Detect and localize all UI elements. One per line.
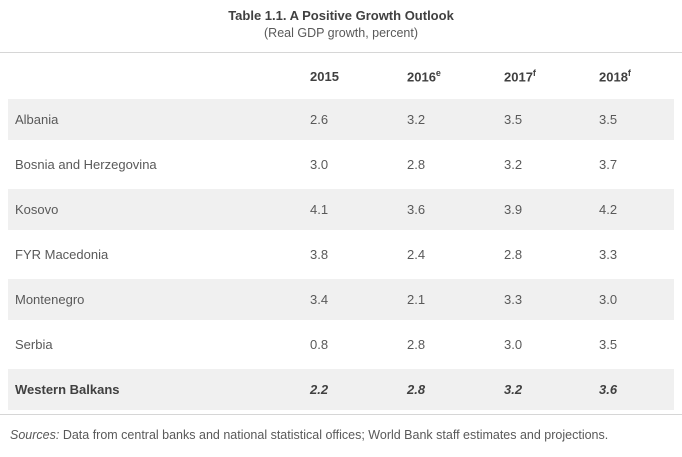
column-header-2016: 2016e — [407, 57, 504, 95]
table-row: Serbia 0.8 2.8 3.0 3.5 — [8, 324, 674, 365]
value-cell: 3.0 — [599, 292, 618, 307]
top-rule — [0, 52, 682, 53]
value-cell: 2.4 — [407, 247, 426, 262]
value-cell: 3.2 — [504, 382, 523, 397]
value-cell: 2.8 — [504, 247, 523, 262]
column-header-2018: 2018f — [599, 57, 674, 95]
value-cell: 3.5 — [504, 112, 523, 127]
table-row: Albania 2.6 3.2 3.5 3.5 — [8, 99, 674, 140]
sources-label: Sources: — [10, 428, 60, 442]
bottom-rule — [0, 414, 682, 415]
value-cell: 2.8 — [407, 337, 426, 352]
table-container: 2015 2016e 2017f 2018f Albania 2.6 3.2 3.5 3.5 B… — [0, 53, 682, 414]
gdp-growth-table: 2015 2016e 2017f 2018f Albania 2.6 3.2 3.5 3.5 B… — [8, 53, 674, 414]
sources-text: Data from central banks and national sta… — [59, 428, 609, 442]
row-label: Montenegro — [15, 292, 85, 307]
row-label: Bosnia and Herzegovina — [15, 157, 157, 172]
row-label: Serbia — [15, 337, 53, 352]
table-row: Bosnia and Herzegovina 3.0 2.8 3.2 3.7 — [8, 144, 674, 185]
value-cell: 3.4 — [310, 292, 329, 307]
value-cell: 2.6 — [310, 112, 329, 127]
value-cell: 4.2 — [599, 202, 618, 217]
header-row: 2015 2016e 2017f 2018f — [8, 57, 674, 95]
table-row: Western Balkans 2.2 2.8 3.2 3.6 — [8, 369, 674, 410]
value-cell: 3.6 — [407, 202, 426, 217]
table-header: 2015 2016e 2017f 2018f — [8, 57, 674, 95]
value-cell: 4.1 — [310, 202, 329, 217]
value-cell: 3.5 — [599, 337, 618, 352]
value-cell: 3.0 — [310, 157, 329, 172]
row-label: Kosovo — [15, 202, 59, 217]
value-cell: 2.1 — [407, 292, 426, 307]
value-cell: 3.2 — [504, 157, 523, 172]
value-cell: 3.7 — [599, 157, 618, 172]
value-cell: 2.8 — [407, 382, 426, 397]
value-cell: 3.3 — [504, 292, 523, 307]
table-figure: Table 1.1. A Positive Growth Outlook (Re… — [0, 8, 682, 444]
row-label: Albania — [15, 112, 59, 127]
value-cell: 3.5 — [599, 112, 618, 127]
column-header-superscript: f — [532, 67, 536, 78]
row-label: FYR Macedonia — [15, 247, 109, 262]
table-row: Kosovo 4.1 3.6 3.9 4.2 — [8, 189, 674, 230]
table-row: Montenegro 3.4 2.1 3.3 3.0 — [8, 279, 674, 320]
row-label: Western Balkans — [15, 382, 120, 397]
value-cell: 3.3 — [599, 247, 618, 262]
column-header-superscript: f — [627, 67, 631, 78]
column-header-superscript: e — [435, 67, 441, 78]
sources-note: Sources: Data from central banks and nat… — [0, 427, 682, 444]
column-header-2017: 2017f — [504, 57, 599, 95]
table-row: FYR Macedonia 3.8 2.4 2.8 3.3 — [8, 234, 674, 275]
value-cell: 3.9 — [504, 202, 523, 217]
value-cell: 3.2 — [407, 112, 426, 127]
header-cell-blank — [8, 57, 310, 95]
value-cell: 2.8 — [407, 157, 426, 172]
value-cell: 3.0 — [504, 337, 523, 352]
value-cell: 2.2 — [310, 382, 329, 397]
table-title: Table 1.1. A Positive Growth Outlook — [228, 8, 454, 23]
value-cell: 0.8 — [310, 337, 329, 352]
value-cell: 3.6 — [599, 382, 618, 397]
value-cell: 3.8 — [310, 247, 329, 262]
column-header-2015: 2015 — [310, 57, 407, 95]
table-subtitle: (Real GDP growth, percent) — [264, 26, 418, 40]
